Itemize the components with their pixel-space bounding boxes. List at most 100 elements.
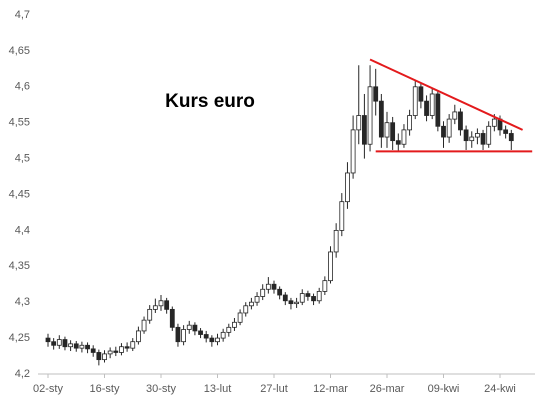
candle-body bbox=[373, 86, 379, 102]
candle-body bbox=[124, 346, 130, 349]
candle-body bbox=[203, 334, 209, 339]
candle-body bbox=[429, 93, 435, 116]
candle-body bbox=[135, 330, 141, 343]
candle-body bbox=[271, 283, 277, 290]
candle-body bbox=[79, 344, 85, 349]
candle-body bbox=[198, 330, 203, 335]
candle-body bbox=[107, 350, 113, 355]
candle-body bbox=[361, 115, 367, 145]
candle-body bbox=[299, 293, 305, 303]
candle-body bbox=[316, 291, 322, 302]
candle-body bbox=[401, 129, 407, 145]
trendline bbox=[369, 58, 524, 131]
candle-body bbox=[56, 339, 62, 346]
y-tick-label: 4,5 bbox=[15, 153, 30, 165]
candle-body bbox=[96, 352, 102, 361]
candle-body bbox=[90, 348, 96, 353]
candle-body bbox=[305, 293, 311, 297]
candle-body bbox=[237, 312, 243, 323]
candle-body bbox=[378, 100, 384, 138]
candle-body bbox=[503, 129, 509, 134]
candle-body bbox=[294, 301, 300, 305]
candle-body bbox=[51, 341, 57, 346]
candle-body bbox=[141, 319, 147, 332]
candle-body bbox=[458, 111, 463, 131]
candle-body bbox=[265, 283, 271, 290]
candle-body bbox=[243, 305, 249, 314]
candle-body bbox=[232, 321, 237, 328]
candle-body bbox=[345, 172, 350, 203]
candle-body bbox=[113, 350, 119, 353]
candle-body bbox=[248, 301, 254, 307]
y-tick-label: 4,6 bbox=[15, 81, 30, 93]
candle-body bbox=[424, 100, 429, 116]
candle-body bbox=[384, 122, 390, 138]
candle-body bbox=[390, 122, 396, 142]
y-tick-label: 4,45 bbox=[9, 188, 30, 200]
x-tick-label: 12-mar bbox=[313, 383, 348, 395]
candle-body bbox=[169, 308, 175, 328]
candle-body bbox=[463, 129, 469, 142]
candle-body bbox=[158, 300, 164, 307]
candle-body bbox=[407, 115, 413, 131]
y-tick-label: 4,7 bbox=[15, 9, 30, 21]
candle-body bbox=[147, 308, 153, 321]
candle-body bbox=[102, 353, 107, 361]
candle-body bbox=[356, 115, 362, 131]
candle-body bbox=[446, 118, 452, 138]
candle-body bbox=[474, 133, 480, 138]
candle-body bbox=[277, 288, 283, 296]
x-tick-label: 09-kwi bbox=[428, 383, 460, 395]
candle-body bbox=[254, 296, 260, 303]
x-tick-label: 16-sty bbox=[90, 383, 120, 395]
candle-body bbox=[215, 337, 220, 343]
y-tick-label: 4,2 bbox=[15, 368, 30, 380]
y-tick-label: 4,3 bbox=[15, 296, 30, 308]
candle-body bbox=[418, 86, 424, 102]
candle-body bbox=[130, 341, 136, 349]
candle-body bbox=[260, 288, 266, 297]
candle-body bbox=[311, 296, 316, 302]
candle-body bbox=[175, 326, 181, 343]
candle-body bbox=[186, 324, 192, 330]
candle-body bbox=[62, 339, 68, 348]
candle-body bbox=[288, 300, 294, 305]
candle-body bbox=[491, 118, 497, 127]
candle-body bbox=[508, 133, 514, 142]
candle-body bbox=[367, 86, 373, 145]
candle-body bbox=[164, 300, 170, 310]
y-tick-label: 4,4 bbox=[15, 224, 30, 236]
x-tick-label: 27-lut bbox=[260, 383, 288, 395]
chart-title: Kurs euro bbox=[165, 91, 255, 112]
candle-body bbox=[333, 229, 339, 253]
candle-body bbox=[209, 337, 215, 343]
candle-body bbox=[435, 93, 441, 127]
candle-body bbox=[350, 129, 356, 174]
candle-body bbox=[486, 125, 492, 145]
candle-body bbox=[220, 331, 226, 339]
y-tick-label: 4,25 bbox=[9, 332, 30, 344]
x-tick-label: 13-lut bbox=[204, 383, 232, 395]
candle-body bbox=[412, 86, 418, 116]
y-tick-label: 4,35 bbox=[9, 260, 30, 272]
candle-body bbox=[322, 280, 328, 292]
candle-body bbox=[68, 343, 73, 348]
candle-body bbox=[452, 111, 458, 120]
x-tick-label: 24-kwi bbox=[484, 383, 516, 395]
candle-body bbox=[119, 346, 124, 353]
candle-body bbox=[339, 201, 345, 231]
candle-body bbox=[45, 337, 51, 343]
candle-body bbox=[73, 343, 79, 349]
y-tick-label: 4,65 bbox=[9, 45, 30, 57]
candle-body bbox=[395, 140, 401, 145]
candle-body bbox=[480, 133, 486, 145]
candle-body bbox=[85, 344, 90, 350]
candle-body bbox=[152, 305, 158, 310]
x-tick-label: 26-mar bbox=[370, 383, 405, 395]
candle-body bbox=[282, 294, 288, 302]
candle-body bbox=[226, 326, 232, 333]
candle-body bbox=[469, 136, 475, 142]
candle-body bbox=[192, 324, 198, 332]
candle-body bbox=[441, 125, 446, 138]
